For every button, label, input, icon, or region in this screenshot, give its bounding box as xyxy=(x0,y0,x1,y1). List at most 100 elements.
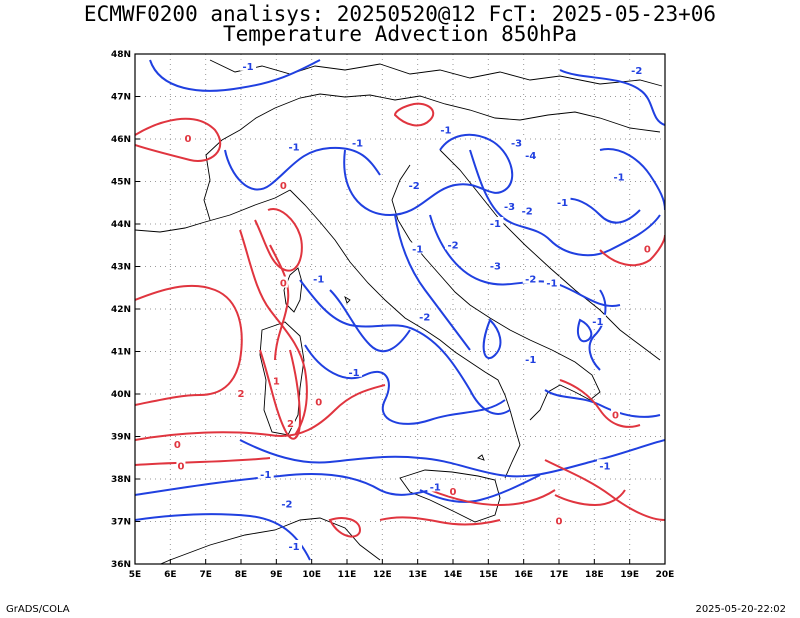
contour-value-label: -1 xyxy=(430,483,441,494)
lon-tick-label: 7E xyxy=(199,570,211,580)
contour-label-background xyxy=(522,149,539,160)
contour-value-label: -1 xyxy=(557,198,568,209)
contour-label-background xyxy=(522,272,539,284)
lat-tick-label: 39N xyxy=(111,433,131,443)
contour-value-label: 0 xyxy=(556,517,563,528)
contour-label-background xyxy=(589,314,606,326)
contour-value-label: -1 xyxy=(349,368,360,379)
contour-value-label: -1 xyxy=(490,219,501,230)
contour-label-background xyxy=(501,200,518,211)
contour-value-label: -2 xyxy=(631,66,642,77)
contour-value-label: -1 xyxy=(546,279,557,290)
contour-label-background xyxy=(611,408,621,420)
contour-label-background xyxy=(236,387,246,398)
lon-tick-label: 20E xyxy=(656,570,675,580)
lon-tick-label: 16E xyxy=(514,570,533,580)
contour-label-background xyxy=(346,365,363,377)
contour-label-background xyxy=(278,497,295,509)
lon-tick-label: 14E xyxy=(444,570,463,580)
contour-value-label: -1 xyxy=(288,542,299,553)
contour-label-background xyxy=(286,140,302,152)
contour-label-background xyxy=(611,170,628,182)
contour-label-background xyxy=(554,514,564,526)
contour-label-background xyxy=(257,467,274,479)
lon-tick-label: 15E xyxy=(479,570,498,580)
longitude-ticks: 5E 6E 7E 8E 9E 10E 11E 12E 13E 14E 15E 16E 17E 18E 19E… xyxy=(129,559,675,580)
contour-label-background xyxy=(642,242,652,254)
contour-label-background xyxy=(487,217,504,228)
contour-label-background xyxy=(487,259,504,271)
contour-label-background xyxy=(314,395,324,407)
contour-label-background xyxy=(554,195,571,207)
lat-tick-label: 40N xyxy=(111,390,131,400)
contour-value-label: -3 xyxy=(511,138,522,149)
lon-tick-label: 12E xyxy=(373,570,392,580)
contour-label-background xyxy=(416,310,433,322)
lat-tick-label: 38N xyxy=(111,475,131,485)
map-title: ECMWF0200 analisys: 20250520@12 FcT: 202… xyxy=(83,2,717,26)
contour-value-label: -1 xyxy=(243,62,254,73)
contour-label-background xyxy=(543,276,560,288)
positive-advection-contours xyxy=(135,102,665,538)
contour-label-background xyxy=(278,276,288,288)
contour-value-label: 0 xyxy=(612,410,619,421)
contour-value-label: -2 xyxy=(525,274,536,285)
lat-tick-label: 41N xyxy=(111,348,131,358)
contour-label-background xyxy=(285,416,295,428)
contour-label-background xyxy=(310,272,327,284)
contour-value-label: -4 xyxy=(525,151,536,162)
map-subtitle: Temperature Advection 850hPa xyxy=(222,22,577,46)
contour-value-label: -1 xyxy=(260,470,271,481)
generation-timestamp: 2025-05-20-22:02 xyxy=(695,604,786,615)
contour-label-background xyxy=(508,136,525,148)
contour-value-label: -1 xyxy=(352,138,363,149)
contour-label-background xyxy=(183,132,193,143)
contour-label-background xyxy=(286,540,302,551)
lat-tick-label: 48N xyxy=(111,50,131,60)
contour-value-label: -1 xyxy=(288,143,299,154)
contour-labels: -1 -20-1 -1-1-3-4-10 -2-3 -2-1-1-2 0-1-3-2 -10… xyxy=(172,59,652,553)
contour-value-label: -2 xyxy=(281,500,292,511)
contour-value-label: -1 xyxy=(440,126,451,137)
coastlines xyxy=(135,59,663,564)
lon-tick-label: 10E xyxy=(302,570,321,580)
contour-label-background xyxy=(176,459,186,471)
contour-value-label: 2 xyxy=(238,389,245,400)
contour-value-label: 0 xyxy=(280,181,287,192)
contour-value-label: 0 xyxy=(280,279,287,290)
contour-label-background xyxy=(596,459,613,471)
contour-value-label: 0 xyxy=(174,440,181,451)
contour-label-background xyxy=(278,178,288,190)
lat-tick-label: 42N xyxy=(111,305,131,315)
contour-value-label: -1 xyxy=(313,274,324,285)
contour-value-label: 0 xyxy=(315,398,322,409)
negative-advection-contours xyxy=(135,59,665,561)
lat-tick-label: 47N xyxy=(111,93,131,103)
latitude-ticks: 48N 47N 46N 45N 44N 43N 42N 41N 40N 39N 38N 37N 36N xyxy=(111,50,140,570)
contour-value-label: -1 xyxy=(599,461,610,472)
contour-label-background xyxy=(437,123,454,135)
contour-value-label: -1 xyxy=(525,355,536,366)
contour-value-label: 0 xyxy=(450,487,457,498)
contour-value-label: -1 xyxy=(592,317,603,328)
contour-label-background xyxy=(271,374,281,386)
contour-value-label: 0 xyxy=(644,245,651,256)
contour-value-label: -3 xyxy=(490,262,501,273)
lat-tick-label: 45N xyxy=(111,178,131,188)
contour-value-label: -2 xyxy=(409,181,420,192)
contour-value-label: 1 xyxy=(273,376,280,387)
lat-tick-label: 36N xyxy=(111,560,131,570)
contour-label-background xyxy=(427,480,444,492)
contour-label-background xyxy=(406,178,423,190)
contour-value-label: -2 xyxy=(522,206,533,217)
contour-value-label: -1 xyxy=(412,245,423,256)
contour-label-background xyxy=(519,204,536,216)
lon-tick-label: 17E xyxy=(550,570,569,580)
lon-tick-label: 6E xyxy=(164,570,176,580)
lon-tick-label: 5E xyxy=(129,570,141,580)
contour-label-background xyxy=(628,64,645,75)
lat-tick-label: 44N xyxy=(111,220,131,230)
lon-tick-label: 8E xyxy=(235,570,247,580)
contour-value-label: 0 xyxy=(177,461,184,472)
